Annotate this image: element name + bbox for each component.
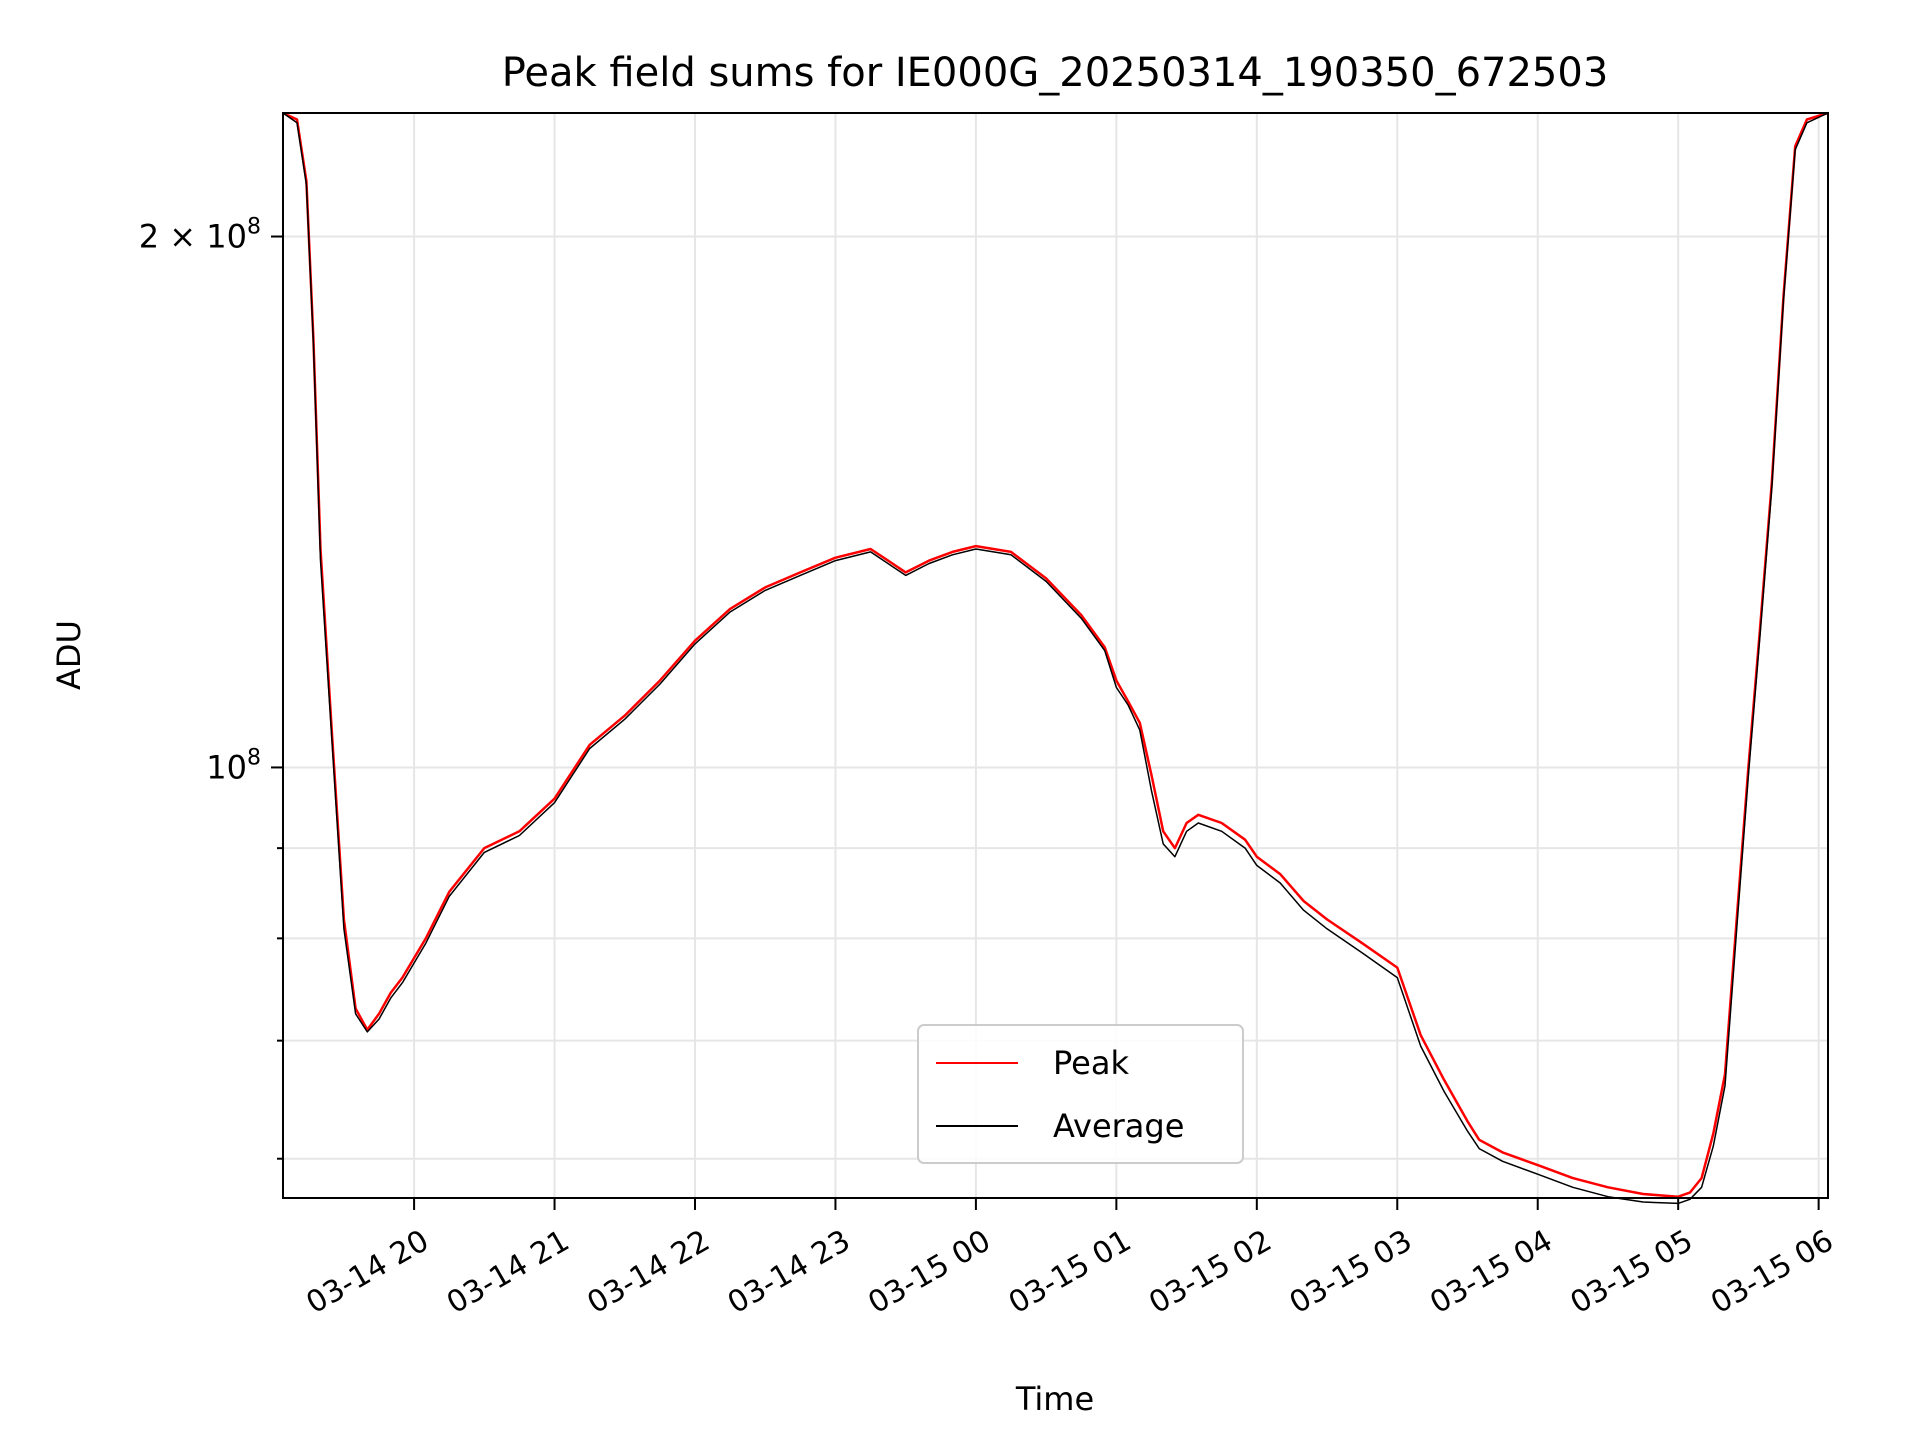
y-tick-label-exponent: 8 [247,745,261,770]
legend-label-average: Average [1053,1107,1184,1145]
y-tick-label-exponent: 8 [247,215,261,240]
y-axis-label: ADU [50,620,88,690]
legend-box [917,1024,1244,1164]
legend-label-peak: Peak [1053,1044,1129,1082]
legend: Peak Average [917,1024,1244,1164]
series-line-average [282,112,1829,1205]
plot-frame [282,112,1829,1199]
series-line-peak [282,111,1829,1198]
y-tick-label-base: 10 [206,748,247,786]
chart-title: Peak field sums for IE000G_20250314_1903… [502,50,1609,96]
y-tick-label: 2 × 108 [139,215,261,256]
x-axis-label: Time [1015,1380,1094,1418]
plot-series [282,111,1829,1205]
y-tick-label: 108 [206,745,261,786]
y-tick-label-base: 2 × 10 [139,218,247,256]
